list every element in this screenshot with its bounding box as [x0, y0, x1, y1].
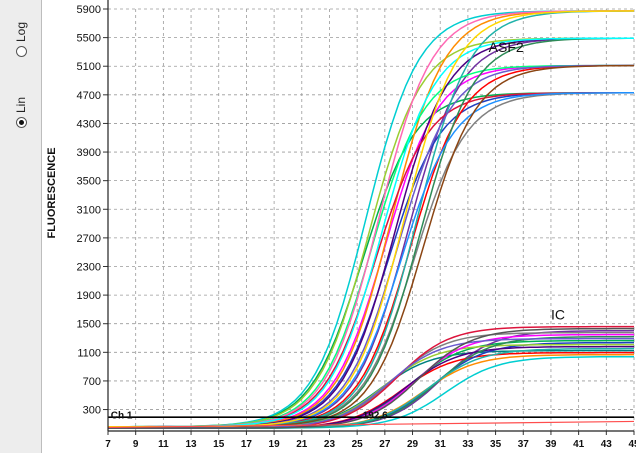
- x-tick-label: 13: [185, 439, 197, 450]
- y-tick-label: 1900: [77, 290, 101, 302]
- y-tick-label: 1100: [77, 347, 101, 359]
- x-tick-label: 21: [296, 439, 308, 450]
- y-tick-label: 3500: [77, 176, 101, 188]
- x-tick-label: 45: [628, 439, 636, 450]
- amplification-chart: 300 700 1100 1500 1900 2300 2700 3100 3500 3900 43…: [46, 0, 636, 450]
- x-tick-label: 37: [518, 439, 530, 450]
- y-tick-label: 5900: [77, 4, 101, 16]
- y-tick-label: 3100: [77, 204, 101, 216]
- y-tick-label: 5500: [77, 33, 101, 45]
- y-axis-label: FLUORESCENCE: [46, 147, 58, 238]
- reference-lines: [107, 416, 635, 429]
- amplification-curve-ic: [108, 327, 634, 429]
- x-tick-label: 29: [407, 439, 419, 450]
- y-tick-label: 3900: [77, 147, 101, 159]
- x-tick-label: 27: [379, 439, 391, 450]
- annotation-label: 192.6: [363, 410, 388, 421]
- annotation-label: IC: [551, 306, 565, 322]
- x-tick-label: 7: [105, 439, 111, 450]
- lin-scale-option[interactable]: Lin: [6, 97, 36, 129]
- y-tick-label: 2300: [77, 261, 101, 273]
- y-tick-label: 1500: [77, 319, 101, 331]
- x-tick-label: 9: [133, 439, 139, 450]
- log-scale-option[interactable]: Log: [6, 22, 36, 58]
- log-label: Log: [14, 22, 28, 43]
- annotation-label: Ch 1: [111, 410, 133, 421]
- x-tick-label: 31: [435, 439, 447, 450]
- plot-area[interactable]: [108, 9, 634, 431]
- x-tick-label: 11: [158, 439, 169, 450]
- lin-label: Lin: [14, 97, 28, 114]
- scale-panel: Log Lin: [0, 0, 42, 453]
- x-tick-label: 33: [462, 439, 474, 450]
- baseline-line: [107, 420, 635, 429]
- y-tick-label: 5100: [77, 61, 101, 73]
- x-tick-label: 17: [241, 439, 253, 450]
- x-tick-label: 41: [573, 439, 585, 450]
- x-tick-label: 39: [545, 439, 557, 450]
- y-tick-label: 700: [83, 376, 101, 388]
- x-tick-label: 35: [490, 439, 502, 450]
- axes: 300 700 1100 1500 1900 2300 2700 3100 3500 3900 43…: [77, 0, 636, 450]
- y-tick-label: 4700: [77, 90, 101, 102]
- x-tick-label: 23: [324, 439, 336, 450]
- x-tick-label: 25: [352, 439, 364, 450]
- x-tick-label: 19: [269, 439, 281, 450]
- log-radio-button[interactable]: [15, 46, 27, 58]
- x-tick-label: 15: [213, 439, 225, 450]
- y-tick-label: 4300: [77, 118, 101, 130]
- annotations: ASF2 IC Ch 1 192.6: [111, 39, 565, 422]
- lin-radio-button[interactable]: [15, 117, 27, 129]
- y-tick-label: 300: [83, 405, 101, 417]
- x-tick-label: 43: [601, 439, 613, 450]
- annotation-label: ASF2: [489, 39, 524, 55]
- y-tick-label: 2700: [77, 233, 101, 245]
